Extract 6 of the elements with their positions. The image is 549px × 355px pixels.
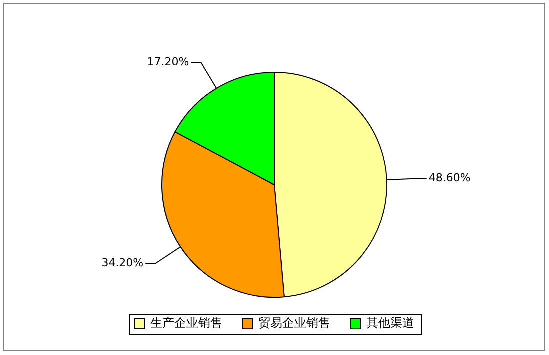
data-label: 34.20% (102, 256, 144, 270)
legend-label: 生产企业销售 (150, 316, 222, 330)
data-label: 17.20% (147, 56, 190, 69)
legend-label: 其他渠道 (366, 316, 414, 330)
data-label: 48.60% (428, 172, 471, 185)
legend-label: 贸易企业销售 (258, 316, 330, 330)
